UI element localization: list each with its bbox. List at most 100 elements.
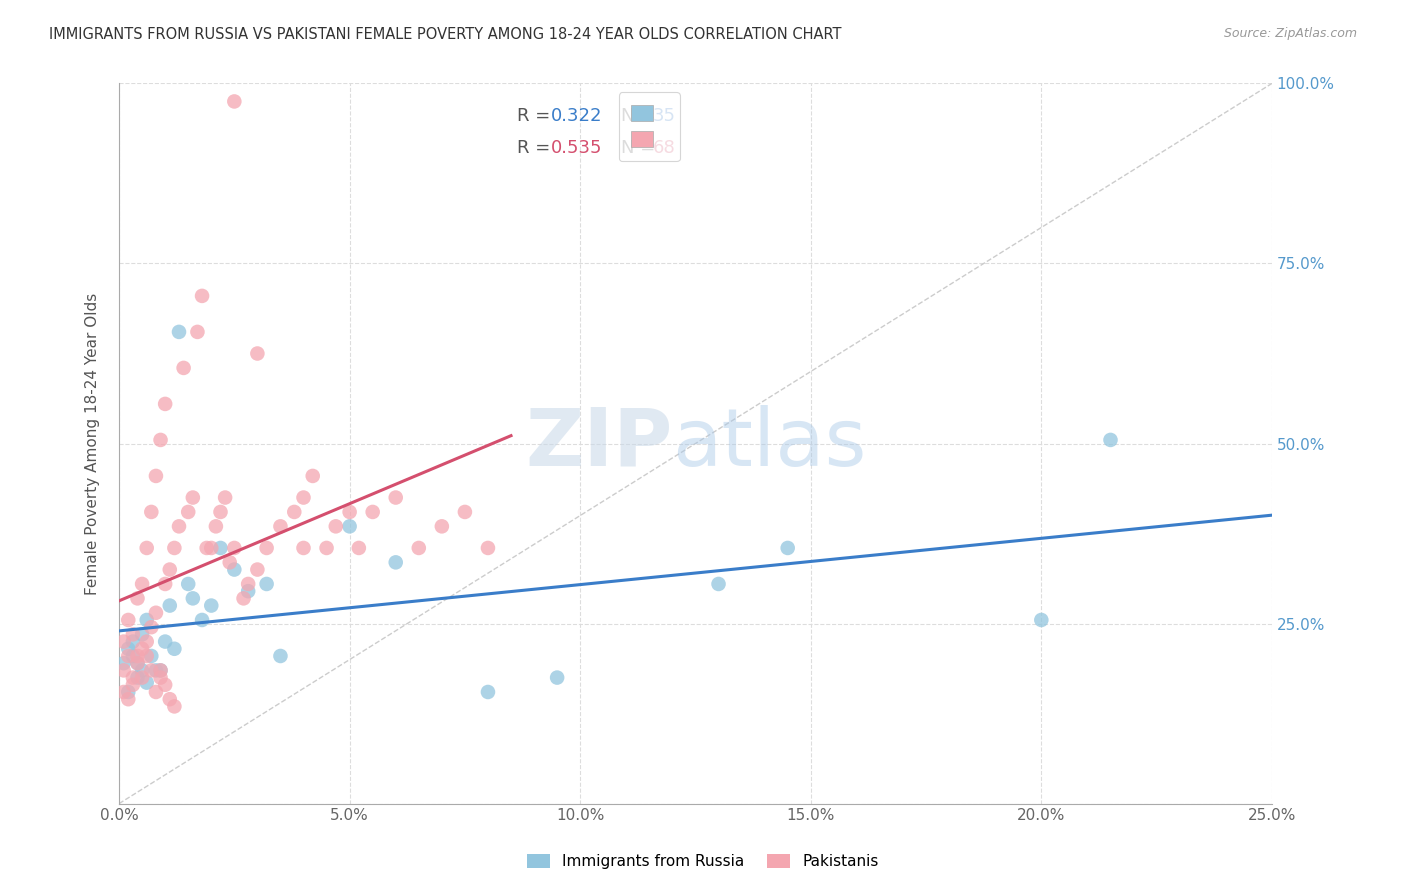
Point: [131, 627, 153, 641]
Point: [112, 685, 135, 699]
Point: [135, 648, 157, 663]
Point: [181, 491, 204, 505]
Point: [191, 613, 214, 627]
Point: [153, 634, 176, 648]
Point: [301, 469, 323, 483]
Point: [232, 591, 254, 606]
Point: [361, 505, 384, 519]
Point: [122, 634, 145, 648]
Text: Source: ZipAtlas.com: Source: ZipAtlas.com: [1223, 27, 1357, 40]
Point: [1031, 613, 1053, 627]
Point: [205, 519, 228, 533]
Point: [246, 346, 269, 360]
Point: [292, 541, 315, 555]
Point: [122, 671, 145, 685]
Point: [131, 664, 153, 678]
Point: [256, 577, 278, 591]
Text: 68: 68: [652, 139, 675, 157]
Point: [117, 692, 139, 706]
Point: [292, 491, 315, 505]
Point: [347, 541, 370, 555]
Text: N =: N =: [620, 107, 661, 125]
Point: [153, 678, 176, 692]
Point: [315, 541, 337, 555]
Text: 35: 35: [652, 107, 676, 125]
Point: [145, 606, 167, 620]
Point: [209, 505, 232, 519]
Text: 0.322: 0.322: [551, 107, 603, 125]
Text: ZIP: ZIP: [526, 405, 672, 483]
Point: [477, 685, 499, 699]
Point: [181, 591, 204, 606]
Point: [122, 648, 145, 663]
Point: [186, 325, 208, 339]
Point: [325, 519, 347, 533]
Point: [477, 541, 499, 555]
Point: [127, 671, 149, 685]
Point: [384, 555, 406, 569]
Point: [195, 541, 218, 555]
Point: [546, 671, 568, 685]
Point: [145, 664, 167, 678]
Point: [200, 599, 222, 613]
Point: [1099, 433, 1122, 447]
Point: [117, 613, 139, 627]
Point: [141, 505, 163, 519]
Point: [408, 541, 430, 555]
Point: [430, 519, 453, 533]
Point: [117, 685, 139, 699]
Text: N =: N =: [620, 139, 661, 157]
Point: [167, 519, 190, 533]
Point: [131, 641, 153, 656]
Point: [127, 648, 149, 663]
Point: [135, 634, 157, 648]
Point: [131, 671, 153, 685]
Point: [122, 627, 145, 641]
Point: [177, 577, 200, 591]
Point: [218, 555, 240, 569]
Point: [145, 685, 167, 699]
Point: [141, 620, 163, 634]
Point: [200, 541, 222, 555]
Point: [135, 613, 157, 627]
Point: [214, 491, 236, 505]
Point: [127, 591, 149, 606]
Point: [127, 656, 149, 670]
Point: [173, 360, 195, 375]
Point: [149, 671, 172, 685]
Point: [224, 95, 246, 109]
Point: [131, 577, 153, 591]
Point: [707, 577, 730, 591]
Point: [339, 505, 361, 519]
Legend: Immigrants from Russia, Pakistanis: Immigrants from Russia, Pakistanis: [522, 848, 884, 875]
Text: R =: R =: [517, 139, 555, 157]
Point: [384, 491, 406, 505]
Point: [135, 675, 157, 690]
Text: R =: R =: [517, 107, 555, 125]
Point: [224, 563, 246, 577]
Point: [167, 325, 190, 339]
Point: [246, 563, 269, 577]
Legend: , : ,: [619, 93, 681, 161]
Point: [238, 584, 260, 599]
Point: [145, 469, 167, 483]
Point: [269, 519, 291, 533]
Point: [153, 397, 176, 411]
Point: [256, 541, 278, 555]
Point: [149, 664, 172, 678]
Point: [135, 541, 157, 555]
Point: [163, 641, 186, 656]
Point: [238, 577, 260, 591]
Point: [153, 577, 176, 591]
Point: [117, 641, 139, 656]
Point: [141, 648, 163, 663]
Point: [149, 664, 172, 678]
Y-axis label: Female Poverty Among 18-24 Year Olds: Female Poverty Among 18-24 Year Olds: [86, 293, 100, 595]
Text: IMMIGRANTS FROM RUSSIA VS PAKISTANI FEMALE POVERTY AMONG 18-24 YEAR OLDS CORRELA: IMMIGRANTS FROM RUSSIA VS PAKISTANI FEMA…: [49, 27, 842, 42]
Point: [117, 648, 139, 663]
Point: [163, 699, 186, 714]
Point: [112, 656, 135, 670]
Point: [159, 692, 181, 706]
Point: [224, 541, 246, 555]
Point: [283, 505, 305, 519]
